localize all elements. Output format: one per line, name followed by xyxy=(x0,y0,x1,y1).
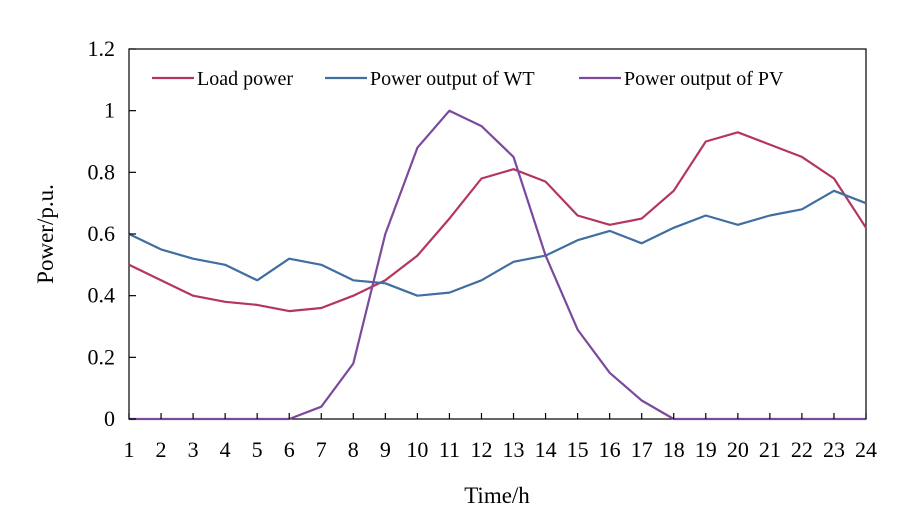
y-tick-label: 0.8 xyxy=(88,159,116,184)
x-tick-label: 15 xyxy=(567,437,589,462)
y-axis: 0 0.2 0.4 0.6 0.8 1 1.2 xyxy=(88,36,136,431)
x-tick-label: 24 xyxy=(855,437,877,462)
x-tick-label: 9 xyxy=(380,437,391,462)
y-tick-label: 0.2 xyxy=(88,344,116,369)
x-tick-label: 16 xyxy=(599,437,621,462)
x-axis: 1 2 3 4 5 6 7 8 9 10 11 12 13 14 15 16 17 18 19 20 21 22 23 24 xyxy=(124,413,877,462)
x-axis-title: Time/h xyxy=(464,483,530,508)
x-tick-label: 4 xyxy=(220,437,231,462)
series-line-power-output-of-pv xyxy=(129,109,866,421)
y-axis-title: Power/p.u. xyxy=(33,184,58,284)
x-tick-label: 18 xyxy=(663,437,685,462)
x-tick-label: 12 xyxy=(470,437,492,462)
legend-label-power-output-of-wt: Power output of WT xyxy=(370,68,535,90)
y-tick-label: 1 xyxy=(104,98,115,123)
x-tick-label: 22 xyxy=(791,437,813,462)
series-line-power-output-of-wt xyxy=(128,189,867,297)
y-tick-label: 0.4 xyxy=(88,283,116,308)
x-tick-label: 21 xyxy=(759,437,781,462)
x-tick-label: 13 xyxy=(503,437,525,462)
x-tick-label: 2 xyxy=(156,437,167,462)
x-tick-label: 10 xyxy=(406,437,428,462)
x-tick-label: 11 xyxy=(439,437,460,462)
x-tick-label: 1 xyxy=(124,437,135,462)
y-tick-label: 0 xyxy=(104,406,115,431)
x-tick-label: 3 xyxy=(188,437,199,462)
x-tick-label: 6 xyxy=(284,437,295,462)
x-tick-label: 8 xyxy=(348,437,359,462)
plot-area xyxy=(128,48,867,420)
legend-label-load-power: Load power xyxy=(197,68,293,90)
x-tick-label: 20 xyxy=(727,437,749,462)
x-tick-label: 17 xyxy=(631,437,653,462)
x-tick-label: 19 xyxy=(695,437,717,462)
legend: Load power Power output of WT Power output… xyxy=(152,68,784,90)
legend-label-power-output-of-pv: Power output of PV xyxy=(624,68,784,90)
x-tick-label: 14 xyxy=(535,437,557,462)
x-tick-label: 7 xyxy=(316,437,327,462)
x-tick-label: 23 xyxy=(823,437,845,462)
y-tick-label: 1.2 xyxy=(88,36,116,61)
series-lines xyxy=(128,109,867,421)
y-tick-label: 0.6 xyxy=(88,221,116,246)
plot-frame xyxy=(128,48,867,420)
series-line-load-power xyxy=(128,131,867,313)
x-tick-label: 5 xyxy=(252,437,263,462)
